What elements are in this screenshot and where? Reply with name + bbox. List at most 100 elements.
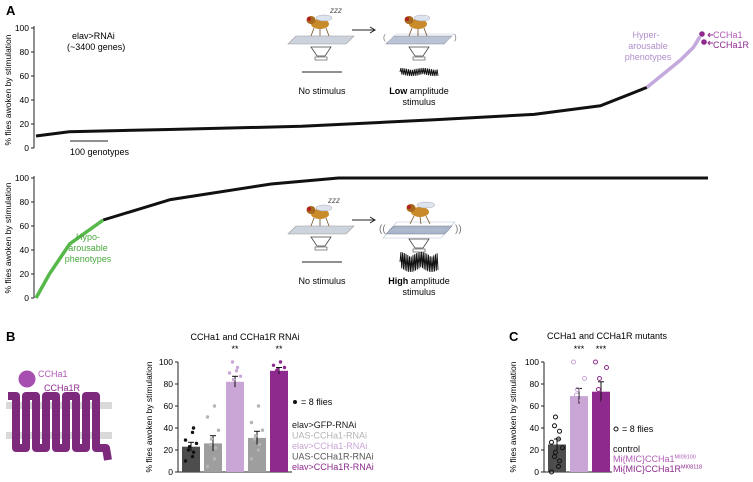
- ligand-label: CCHa1: [38, 369, 68, 379]
- data-point: [212, 457, 217, 461]
- fly-icon: [306, 14, 333, 37]
- b-y-tick-label: 0: [168, 467, 173, 477]
- bar-0: [182, 446, 200, 472]
- screen-label-1: elav>RNAi: [72, 31, 115, 41]
- b-y-tick-label: 40: [164, 423, 174, 433]
- data-point: [194, 441, 199, 446]
- data-point: [593, 431, 598, 436]
- data-point: [234, 369, 239, 373]
- speaker-icon: [408, 46, 430, 57]
- data-point: [205, 464, 210, 469]
- bottom-plot: % flies awoken by stimulation 100 80 60 40 2…: [3, 173, 708, 303]
- top-y-tick-label: 40: [20, 95, 30, 105]
- data-point: [190, 430, 195, 435]
- bar-2: [226, 381, 244, 472]
- bar-4: [270, 370, 288, 472]
- bar-0: [548, 444, 566, 472]
- fly-icon: [306, 204, 333, 227]
- b-dot-legend-icon: [293, 400, 297, 404]
- vibration-right-icon: ): [454, 33, 457, 42]
- data-point: [275, 368, 280, 372]
- data-point: [593, 359, 598, 365]
- hyper-label-3: phenotypes: [625, 52, 672, 62]
- data-point: [253, 434, 258, 438]
- bottom-distribution-curve: [102, 176, 708, 222]
- data-point: [579, 398, 584, 403]
- receptor-seven-tm-icon: [8, 392, 112, 461]
- c-legend-control: control: [613, 444, 640, 454]
- top-y-tick-label: 80: [20, 47, 30, 57]
- scale-bar-label: 100 genotypes: [70, 147, 130, 157]
- high-stimulus-label: stimulus: [402, 287, 436, 297]
- data-point: [234, 393, 239, 397]
- b-legend-item: elav>CCHa1R-RNAi: [292, 462, 374, 472]
- ccha1-ligand-icon: [18, 370, 36, 388]
- c-y-tick-label: 80: [530, 379, 540, 389]
- low-stim-illustration: zzz No stimulus ( ) Low amplitude stimul…: [287, 6, 457, 107]
- bar-2: [592, 391, 610, 472]
- panel-a-label: A: [6, 3, 16, 18]
- panel-b-title: CCHa1 and CCHa1R RNAi: [190, 332, 299, 342]
- data-point: [235, 365, 240, 370]
- receptor-label: CCHa1R: [44, 383, 81, 393]
- top-y-tick-label: 0: [24, 143, 29, 153]
- c-ylabel: % flies awoken by stimulation: [508, 361, 518, 472]
- bottom-y-tick-label: 40: [20, 245, 30, 255]
- data-point: [279, 371, 284, 375]
- data-point: [553, 449, 558, 455]
- data-point: [230, 382, 235, 386]
- panel-c-label: C: [509, 329, 519, 344]
- hyper-label-2: arousable: [628, 41, 668, 51]
- c-y-tick-label: 20: [530, 445, 540, 455]
- screen-label-2: (~3400 genes): [67, 42, 125, 52]
- data-point: [549, 469, 554, 475]
- bottom-y-tick-label: 20: [20, 269, 30, 279]
- data-point: [553, 414, 558, 420]
- b-legend-item: elav>CCHa1-RNAi: [292, 441, 367, 451]
- data-point: [249, 457, 254, 461]
- data-point: [552, 454, 557, 460]
- vibration-right-icon: )): [455, 224, 462, 235]
- data-point: [205, 415, 210, 419]
- hyper-arousable-curve: [645, 35, 702, 89]
- mutant-bar-chart: % flies awoken by stimulation 100 80 60 40 2…: [508, 344, 702, 477]
- panel-c-title: CCHa1 and CCHa1R mutants: [547, 331, 668, 341]
- low-amplitude-waveform: [399, 67, 439, 77]
- fly-icon: [404, 14, 431, 37]
- c-y-tick-label: 0: [534, 467, 539, 477]
- data-point: [238, 374, 243, 378]
- significance-label: ***: [574, 344, 585, 354]
- data-point: [183, 459, 188, 463]
- data-point: [231, 377, 236, 382]
- b-dot-legend: = 8 flies: [301, 397, 333, 407]
- data-point: [552, 423, 557, 429]
- data-point: [252, 437, 257, 441]
- zzz-label: zzz: [329, 6, 342, 15]
- data-point: [256, 448, 261, 452]
- c-legend-mutant-1: Mi{MIC}CCHa1MI09100: [613, 454, 696, 464]
- c-y-tick-label: 100: [525, 357, 539, 367]
- data-point: [557, 458, 562, 464]
- hypo-label-2: arousable: [68, 243, 108, 253]
- data-point: [186, 448, 191, 452]
- hypo-label-3: phenotypes: [65, 254, 112, 264]
- data-point: [191, 426, 196, 430]
- vibration-left-icon: (: [383, 33, 386, 42]
- data-point: [578, 409, 583, 414]
- data-point: [601, 398, 606, 403]
- bar-1: [570, 396, 588, 472]
- hyper-label-1: Hyper-: [632, 30, 659, 40]
- data-point: [560, 445, 565, 451]
- panel-b-label: B: [6, 329, 15, 344]
- b-ylabel: % flies awoken by stimulation: [144, 361, 154, 472]
- data-point: [596, 387, 601, 392]
- ccha1-arrow-icon: [707, 32, 713, 38]
- data-point: [256, 404, 261, 408]
- speaker-icon: [310, 236, 332, 247]
- top-y-tick-label: 20: [20, 119, 30, 129]
- b-y-tick-label: 80: [164, 379, 174, 389]
- b-y-tick-label: 20: [164, 445, 174, 455]
- bottom-y-tick-label: 100: [15, 173, 29, 183]
- data-point: [600, 409, 605, 414]
- c-y-tick-label: 40: [530, 423, 540, 433]
